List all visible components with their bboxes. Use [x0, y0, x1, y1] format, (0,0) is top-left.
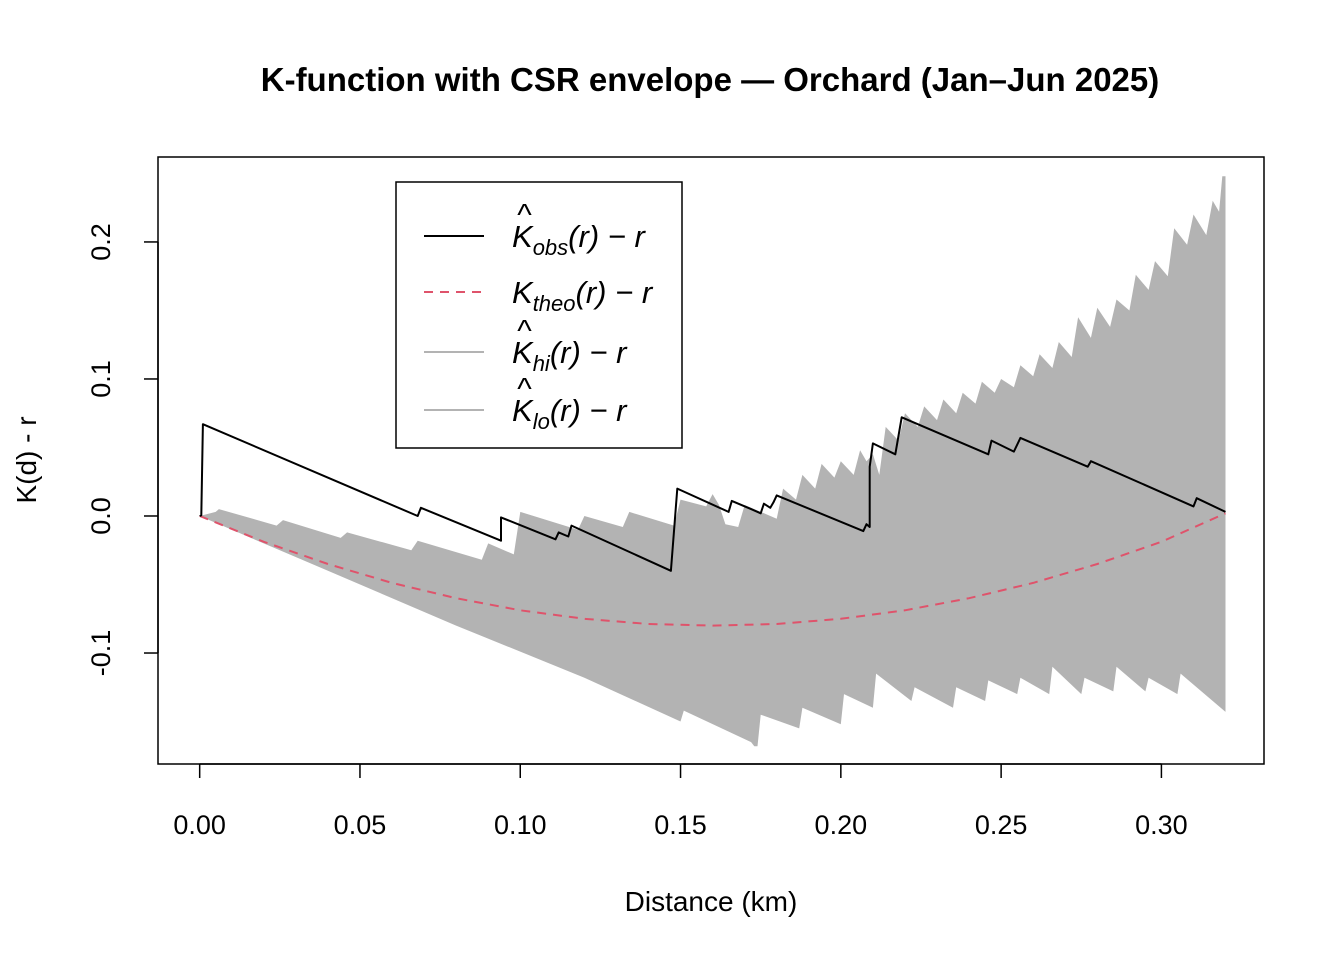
envelope-band — [199, 176, 1226, 747]
x-tick-label: 0.05 — [334, 810, 387, 840]
y-tick-label: -0.1 — [86, 630, 116, 677]
x-axis-label: Distance (km) — [625, 886, 798, 917]
x-tick-label: 0.30 — [1135, 810, 1188, 840]
legend-box — [395, 181, 683, 449]
x-tick-label: 0.00 — [173, 810, 226, 840]
envelope-layer — [199, 176, 1226, 747]
series-line-theo — [199, 512, 1226, 627]
x-tick-label: 0.10 — [494, 810, 547, 840]
series-lines-layer — [199, 416, 1226, 627]
legend-label-obs: Kobs(r) − r — [512, 219, 646, 260]
x-tick-label: 0.25 — [975, 810, 1028, 840]
legend-hat-obs: ^ — [517, 197, 532, 232]
chart-title: K-function with CSR envelope — Orchard (… — [261, 61, 1160, 98]
legend-label-lo: Klo(r) − r — [512, 393, 628, 434]
x-axis: 0.00 0.05 0.10 0.15 0.20 0.25 0.30 — [173, 763, 1188, 840]
legend-label-hi: Khi(r) − r — [512, 335, 628, 376]
legend-hat-hi: ^ — [517, 313, 532, 348]
legend-hat-lo: ^ — [517, 371, 532, 406]
x-tick-label: 0.15 — [654, 810, 707, 840]
x-tick-label: 0.20 — [815, 810, 868, 840]
y-axis: -0.1 0.0 0.1 0.2 — [86, 223, 159, 677]
legend-label-theo: Ktheo(r) − r — [512, 275, 654, 316]
y-tick-label: 0.0 — [86, 497, 116, 535]
y-axis-label: K(d) - r — [11, 416, 42, 503]
y-tick-label: 0.2 — [86, 223, 116, 261]
series-line-obs — [199, 416, 1226, 572]
y-tick-label: 0.1 — [86, 360, 116, 398]
